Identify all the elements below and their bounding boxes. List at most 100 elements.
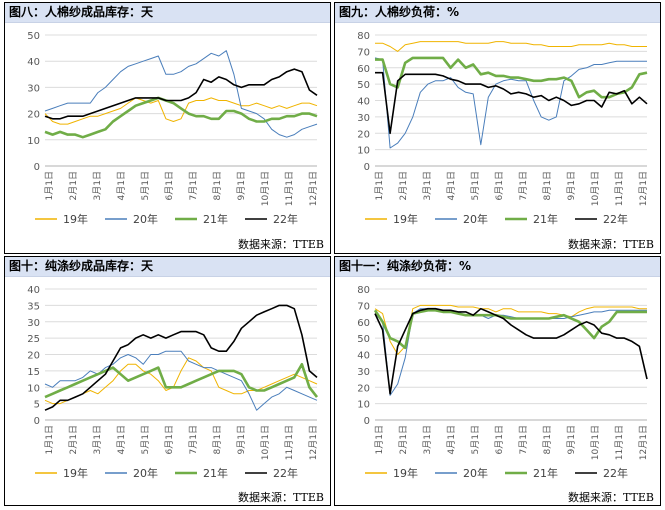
- y-tick-label: 30: [27, 318, 40, 329]
- x-tick-label: 4月1日: [116, 171, 127, 200]
- series-line-0: [375, 41, 647, 52]
- x-tick-label: 3月1日: [422, 425, 433, 454]
- y-tick-label: 20: [27, 351, 40, 362]
- legend-label: 21年: [533, 212, 558, 226]
- x-tick-label: 4月1日: [116, 425, 127, 454]
- y-tick-label: 30: [357, 113, 370, 124]
- y-tick-label: 50: [357, 334, 370, 345]
- x-tick-label: 12月1日: [308, 425, 319, 460]
- series-line-2: [44, 96, 318, 139]
- y-tick-label: 40: [27, 57, 40, 68]
- legend-label: 20年: [463, 212, 488, 226]
- x-tick-label: 10月1日: [590, 171, 601, 206]
- legend-label: 21年: [203, 466, 228, 480]
- x-tick-label: 9月1日: [236, 171, 247, 200]
- x-tick-label: 2月1日: [398, 171, 409, 200]
- y-tick-label: 70: [357, 47, 370, 58]
- y-tick-label: 20: [357, 129, 370, 140]
- x-tick-label: 5月1日: [140, 171, 151, 200]
- legend-label: 21年: [203, 212, 228, 226]
- legend-label: 20年: [133, 212, 158, 226]
- x-tick-label: 11月1日: [614, 171, 625, 206]
- x-tick-label: 1月1日: [44, 171, 55, 200]
- x-tick-label: 2月1日: [68, 171, 79, 200]
- series-line-0: [44, 97, 318, 125]
- panel-polyester-load: 图十一：纯涤纱负荷：% 0 10 20 30 40 50 60 70 80 1月1日 2月1日 3月1…: [334, 256, 661, 506]
- y-tick-label: 0: [34, 162, 40, 173]
- y-tick-label: 20: [27, 110, 40, 121]
- y-tick-label: 20: [357, 383, 370, 394]
- legend-label: 21年: [533, 466, 558, 480]
- x-tick-label: 6月1日: [494, 425, 505, 454]
- x-tick-label: 4月1日: [446, 425, 457, 454]
- x-tick-label: 12月1日: [638, 425, 649, 460]
- legend-label: 19年: [63, 212, 88, 226]
- legend-label: 19年: [393, 466, 418, 480]
- y-tick-label: 10: [357, 146, 370, 157]
- chart-polyester-inventory: 0 5 10 15 20 25 30 35 40 1月1日 2月1日 3月1日 4月1日 5月1日 6月1日…: [27, 285, 319, 480]
- x-tick-label: 7月1日: [518, 171, 529, 200]
- x-tick-label: 6月1日: [164, 171, 175, 200]
- series-line-3: [375, 71, 648, 135]
- y-tick-label: 30: [357, 367, 370, 378]
- series-line-2: [44, 363, 319, 399]
- panel-viscose-inventory: 图八：人棉纱成品库存：天 0 10 20 30 40 50 1月1日 2月1日 3月1日 4月1日…: [4, 2, 331, 254]
- legend-label: 22年: [603, 466, 628, 480]
- y-tick-label: 40: [357, 351, 370, 362]
- y-tick-label: 80: [357, 285, 370, 296]
- series-line-1: [44, 50, 318, 138]
- series-line-1: [44, 350, 318, 411]
- x-tick-label: 10月1日: [260, 171, 271, 206]
- x-tick-label: 1月1日: [374, 171, 385, 200]
- series-line-0: [44, 357, 318, 405]
- legend-label: 22年: [273, 212, 298, 226]
- x-tick-label: 12月1日: [308, 171, 319, 206]
- panel-viscose-load: 图九：人棉纱负荷：% 0 10 20 30 40 50 60 70 80 1月1日 2月1日 3月1日…: [334, 2, 661, 254]
- x-tick-label: 7月1日: [188, 171, 199, 200]
- y-tick-label: 80: [357, 31, 370, 42]
- y-tick-label: 50: [357, 80, 370, 91]
- chart-title: 图九：人棉纱负荷：%: [335, 3, 660, 23]
- panel-polyester-inventory: 图十：纯涤纱成品库存：天 0 5 10 15 20 25 30 35 40 1月1日 2月1日 3月1…: [4, 256, 331, 506]
- x-tick-label: 1月1日: [374, 425, 385, 454]
- legend-label: 22年: [273, 466, 298, 480]
- series-line-1: [374, 57, 647, 149]
- chart-title: 图十：纯涤纱成品库存：天: [5, 257, 330, 277]
- y-tick-label: 30: [27, 83, 40, 94]
- series-line-3: [44, 304, 318, 411]
- legend-label: 19年: [63, 466, 88, 480]
- x-tick-label: 5月1日: [140, 425, 151, 454]
- chart-title: 图十一：纯涤纱负荷：%: [335, 257, 660, 277]
- y-tick-label: 70: [357, 301, 370, 312]
- x-tick-label: 8月1日: [212, 171, 223, 200]
- chart-viscose-inventory: 0 10 20 30 40 50 1月1日 2月1日 3月1日 4月1日 5月1日 6月1日 7月1日 8…: [27, 31, 319, 226]
- y-tick-label: 50: [27, 31, 40, 42]
- x-tick-label: 9月1日: [566, 425, 577, 454]
- series-line-3: [374, 307, 648, 395]
- y-tick-label: 35: [27, 301, 40, 312]
- x-tick-label: 8月1日: [542, 425, 553, 454]
- chart-viscose-load: 0 10 20 30 40 50 60 70 80 1月1日 2月1日 3月1日 4月1日 5月1日 6月1…: [357, 31, 649, 226]
- source-note: 数据来源：TTEB: [568, 491, 654, 504]
- source-note: 数据来源：TTEB: [238, 491, 324, 504]
- x-tick-label: 8月1日: [212, 425, 223, 454]
- x-tick-label: 11月1日: [614, 425, 625, 460]
- x-tick-label: 9月1日: [566, 171, 577, 200]
- y-tick-label: 10: [27, 136, 40, 147]
- x-tick-label: 8月1日: [542, 171, 553, 200]
- source-note: 数据来源：TTEB: [568, 238, 654, 251]
- x-tick-label: 1月1日: [44, 425, 55, 454]
- y-tick-label: 25: [27, 334, 40, 345]
- series-line-2: [375, 56, 648, 99]
- x-tick-label: 11月1日: [284, 171, 295, 206]
- y-tick-label: 60: [357, 64, 370, 75]
- y-tick-label: 15: [27, 367, 40, 378]
- y-tick-label: 0: [34, 416, 40, 427]
- y-tick-label: 60: [357, 318, 370, 329]
- series-line-3: [44, 68, 318, 120]
- x-tick-label: 12月1日: [638, 171, 649, 206]
- y-tick-label: 10: [357, 400, 370, 411]
- x-tick-label: 6月1日: [164, 425, 175, 454]
- x-tick-label: 3月1日: [422, 171, 433, 200]
- y-tick-label: 0: [364, 416, 370, 427]
